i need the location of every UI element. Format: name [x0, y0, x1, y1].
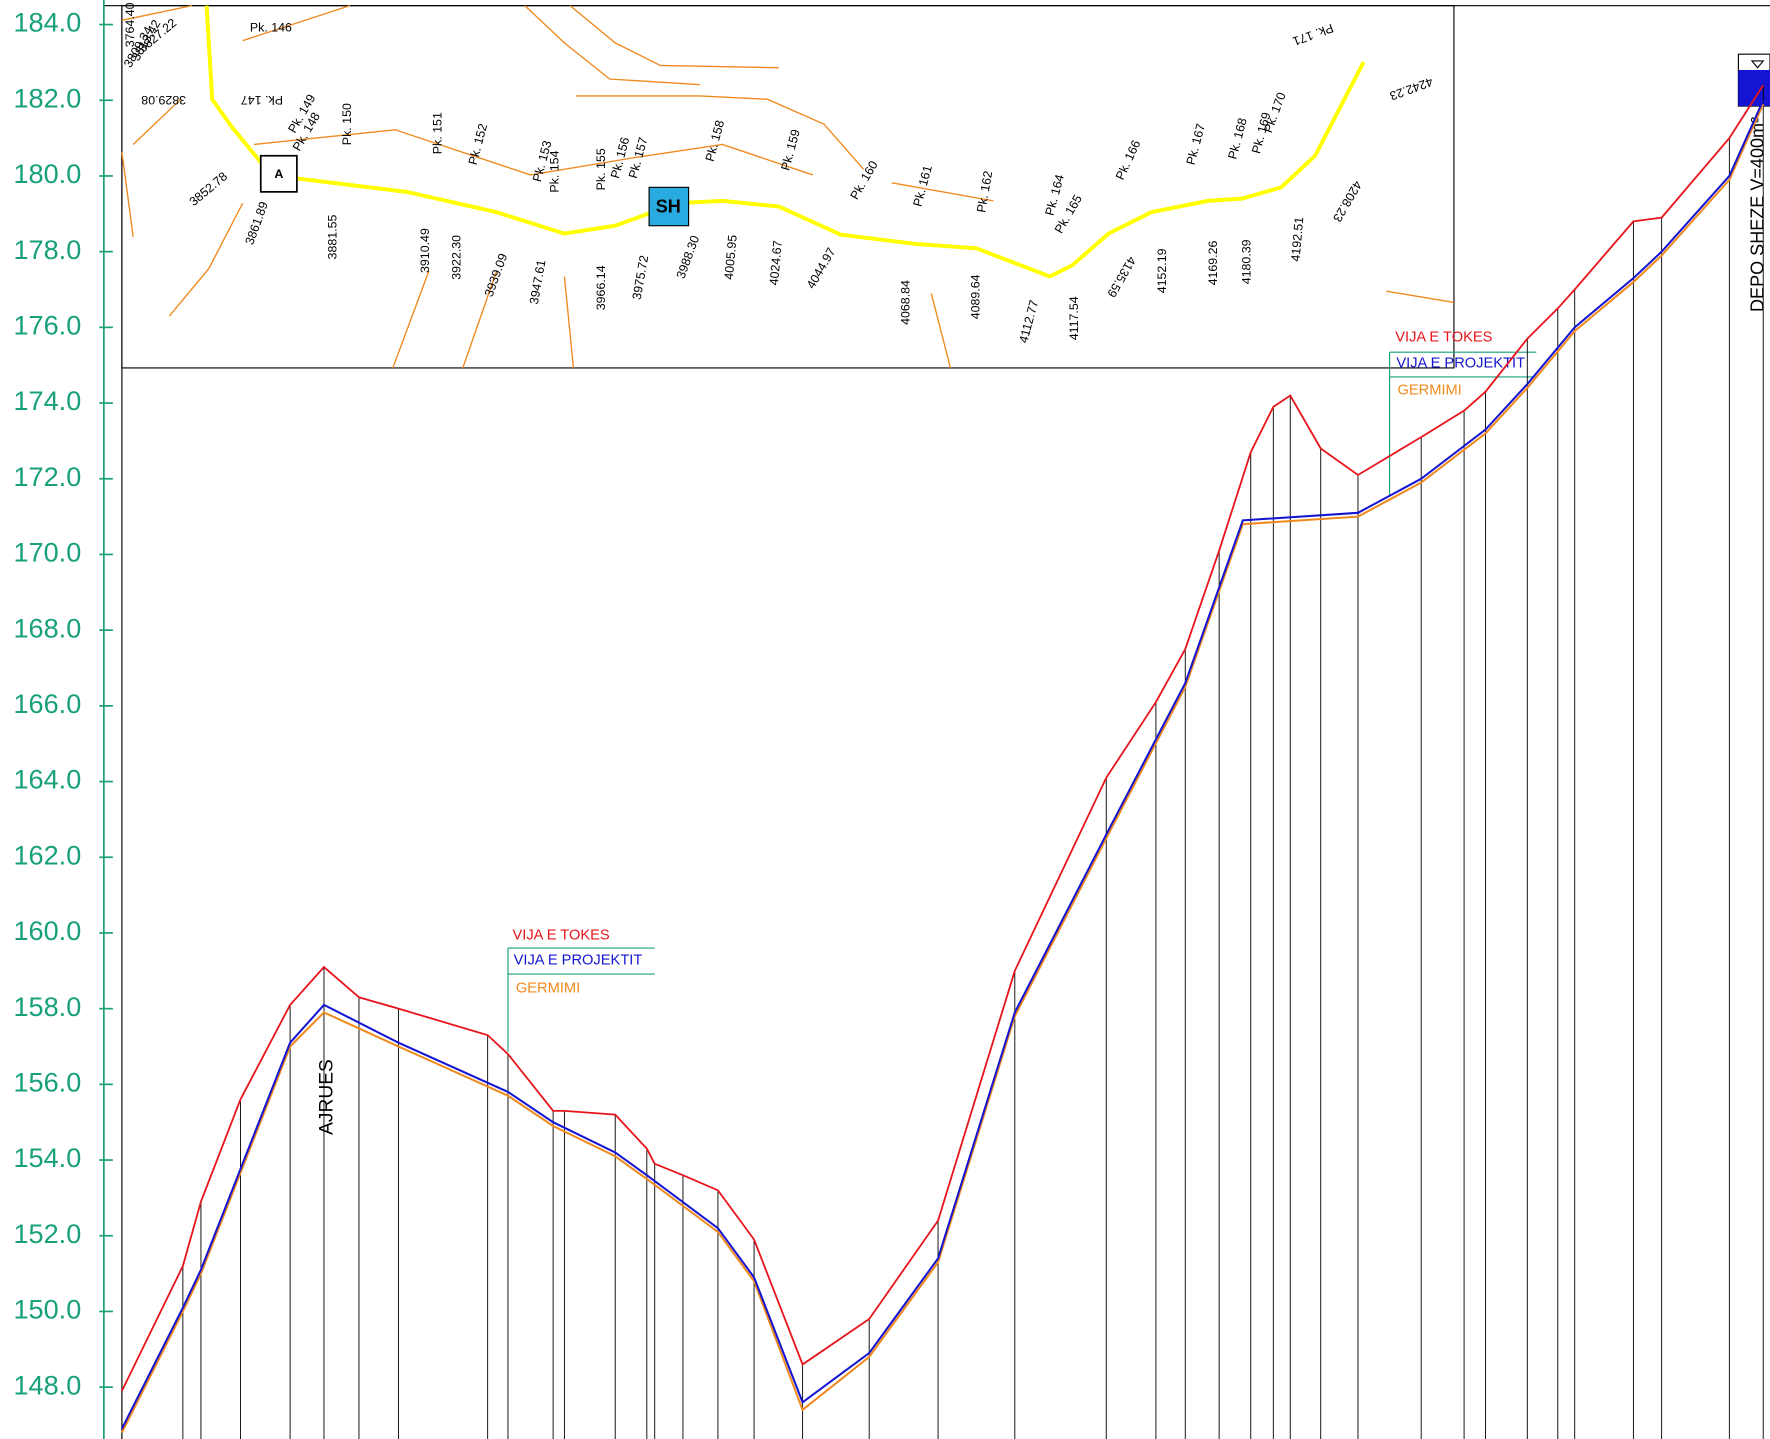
chainage-label: 3966.14 — [594, 265, 608, 310]
y-tick-label: 162.0 — [14, 839, 82, 870]
sh-box — [648, 186, 690, 227]
contour — [253, 129, 813, 176]
y-tick-label: 166.0 — [14, 688, 82, 719]
station-label: Pk. 166 — [1113, 138, 1144, 182]
series-line — [121, 84, 1764, 1392]
chainage-label: 3947.61 — [527, 259, 549, 306]
chainage-label: 3829.08 — [141, 93, 186, 107]
legend-entry: VIJA E PROJEKTIT — [514, 952, 643, 968]
chainage-label: 3852.78 — [187, 169, 230, 209]
y-tick-label: 172.0 — [14, 461, 82, 492]
y-tick-label: 148.0 — [14, 1369, 82, 1400]
y-tick-label: 152.0 — [14, 1218, 82, 1249]
station-label: Pk. 150 — [340, 103, 354, 145]
y-tick-label: 178.0 — [14, 234, 82, 265]
contour — [575, 95, 865, 170]
y-tick-label: 156.0 — [14, 1067, 82, 1098]
chainage-label: 4135.59 — [1104, 254, 1139, 300]
chainage-label: 4068.84 — [899, 280, 913, 325]
series-line — [121, 103, 1765, 1434]
contours — [121, 4, 1455, 369]
chainage-label: 4089.64 — [969, 274, 983, 319]
chainage-label: 4169.26 — [1206, 240, 1220, 285]
station-label: Pk. 160 — [847, 158, 880, 202]
station-label: Pk. 171 — [1291, 21, 1335, 49]
chainage-label: 3861.89 — [242, 200, 271, 247]
contour — [1386, 290, 1455, 304]
legend-entry: VIJA E PROJEKTIT — [1396, 355, 1525, 371]
contour — [121, 4, 193, 21]
annotation: AJRUES — [316, 1059, 337, 1135]
station-label: Pk. 154 — [548, 150, 562, 192]
station-label: Pk. 168 — [1225, 116, 1249, 160]
chainage-label: 4180.39 — [1240, 239, 1254, 284]
chainage-label: 4242.23 — [1388, 74, 1435, 103]
legend: VIJA E TOKES VIJA E PROJEKTIT GERMIMI — [1389, 329, 1537, 497]
y-tick-label: 180.0 — [14, 158, 82, 189]
station-label: Pk. 167 — [1184, 122, 1208, 166]
chainage-label: 3922.30 — [449, 235, 463, 280]
y-tick-label: 158.0 — [14, 991, 82, 1022]
contour — [569, 5, 779, 69]
y-tick-label: 164.0 — [14, 764, 82, 795]
y-tick-label: 174.0 — [14, 385, 82, 416]
chainage-label: 3881.55 — [325, 214, 339, 259]
legend-entry: VIJA E TOKES — [1395, 329, 1492, 345]
station-label: Pk. 147 — [241, 93, 283, 107]
contour — [930, 293, 952, 369]
chainage-label: 3910.49 — [418, 228, 432, 273]
legend-entry: GERMIMI — [1397, 382, 1461, 398]
chainage-label: 4117.54 — [1067, 296, 1081, 340]
tank-level-mark — [1750, 60, 1765, 69]
station-label: Pk. 161 — [910, 164, 934, 208]
station-label: Pk. 151 — [430, 112, 444, 154]
series-line — [121, 99, 1765, 1430]
contour — [168, 202, 244, 317]
contour — [392, 270, 430, 369]
chainage-label: 3764.40 — [123, 2, 137, 47]
station-label: Pk. 159 — [778, 128, 802, 172]
annotation: DEPO SHEZE V=400m³ — [1747, 117, 1767, 312]
plan-view: A SH — [121, 4, 1455, 369]
chainage-label: 3975.72 — [630, 254, 652, 301]
chainage-label: 4005.95 — [722, 234, 740, 280]
symbol-label: A — [274, 167, 283, 181]
y-tick-label: 176.0 — [14, 310, 82, 341]
contour — [563, 276, 575, 368]
chainage-label: 4044.97 — [804, 245, 839, 291]
contour — [891, 182, 994, 202]
station-label: Pk. 155 — [594, 148, 608, 190]
air-valve-symbol — [259, 154, 298, 193]
y-tick-label: 168.0 — [14, 612, 82, 643]
y-tick-label: 184.0 — [14, 7, 82, 38]
chainage-label: 4192.51 — [1289, 216, 1307, 262]
y-tick-label: 160.0 — [14, 915, 82, 946]
station-label: Pk. 146 — [250, 20, 292, 34]
y-tick-label: 182.0 — [14, 82, 82, 113]
chainage-label: 4112.77 — [1016, 298, 1041, 344]
legend-entry: GERMIMI — [516, 981, 580, 997]
plan-frame — [121, 5, 1455, 369]
y-tick-label: 154.0 — [14, 1142, 82, 1173]
y-tick-label: 150.0 — [14, 1294, 82, 1325]
chainage-label: 3939.09 — [482, 252, 511, 299]
legend-entry: VIJA E TOKES — [512, 928, 609, 944]
station-label: Pk. 158 — [703, 119, 727, 163]
chainage-label: 4024.67 — [767, 240, 785, 286]
contour — [121, 152, 134, 238]
contour — [242, 4, 351, 42]
contour — [132, 98, 182, 145]
y-tick-label: 170.0 — [14, 537, 82, 568]
station-label: Pk. 162 — [974, 170, 995, 214]
chainage-label: 4208.23 — [1330, 178, 1365, 224]
contour — [462, 270, 498, 369]
symbol-label: SH — [656, 196, 681, 216]
legend: VIJA E TOKES VIJA E PROJEKTIT GERMIMI — [507, 928, 655, 1052]
chainage-label: 3988.30 — [674, 234, 703, 281]
chainage-label: 4152.19 — [1155, 248, 1169, 293]
contour — [524, 5, 700, 86]
